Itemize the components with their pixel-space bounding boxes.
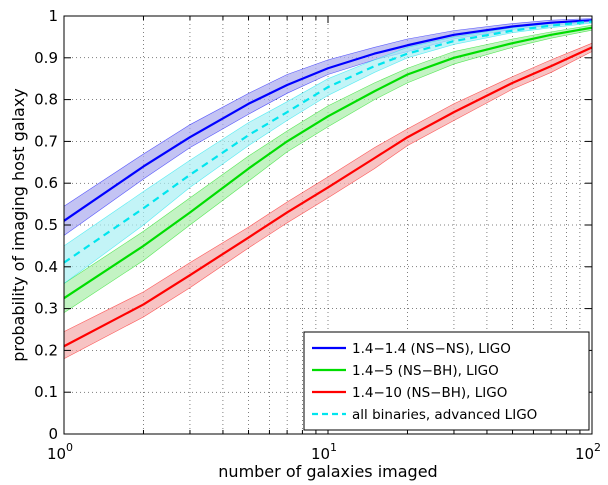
y-tick-label: 0: [48, 425, 58, 443]
legend-label: 1.4−5 (NS−BH), LIGO: [352, 363, 499, 379]
series-lines: [63, 19, 593, 348]
axis-ticks: [64, 16, 592, 434]
y-tick-label: 0.1: [34, 383, 58, 401]
y-tick-label: 0.8: [34, 91, 58, 109]
y-tick-label: 0.5: [34, 216, 58, 234]
band-lower-edge: [63, 29, 593, 314]
x-tick-label: 100: [47, 441, 73, 463]
y-tick-label: 0.3: [34, 300, 58, 318]
band-lower-edge: [63, 51, 593, 360]
confidence-bands: [63, 18, 593, 360]
y-tick-labels: 0 0.1 0.2 0.3 0.4 0.5 0.6 0.7 0.8 0.9 1: [34, 7, 58, 443]
x-tick-label: 102: [575, 441, 601, 463]
confidence-band: [64, 43, 592, 359]
series-line: [63, 19, 593, 222]
y-tick-label: 0.4: [34, 258, 58, 276]
band-upper-edge: [63, 18, 593, 207]
x-tick-labels: 100 101 102: [47, 441, 601, 463]
legend-box: [303, 331, 590, 431]
y-tick-label: 0.7: [34, 132, 58, 150]
series-line: [63, 46, 593, 348]
legend-label: all binaries, advanced LIGO: [352, 407, 537, 423]
legend-label: 1.4−1.4 (NS−NS), LIGO: [352, 341, 511, 357]
series-line: [63, 20, 593, 264]
x-axis-label: number of galaxies imaged: [218, 462, 437, 481]
legend: 1.4−1.4 (NS−NS), LIGO 1.4−5 (NS−BH), LIGO…: [303, 331, 590, 431]
y-tick-label: 0.2: [34, 341, 58, 359]
legend-label: 1.4−10 (NS−BH), LIGO: [352, 385, 507, 401]
y-tick-label: 0.6: [34, 174, 58, 192]
y-tick-label: 1: [48, 7, 58, 25]
y-axis-label: probability of imaging host galaxy: [9, 88, 28, 362]
x-tick-label: 101: [311, 441, 337, 463]
y-tick-label: 0.9: [34, 49, 58, 67]
band-lower-edge: [63, 22, 593, 284]
band-upper-edge: [63, 42, 593, 332]
band-upper-edge: [63, 24, 593, 284]
band-upper-edge: [63, 19, 593, 247]
series-line: [63, 26, 593, 300]
confidence-band: [64, 18, 592, 236]
